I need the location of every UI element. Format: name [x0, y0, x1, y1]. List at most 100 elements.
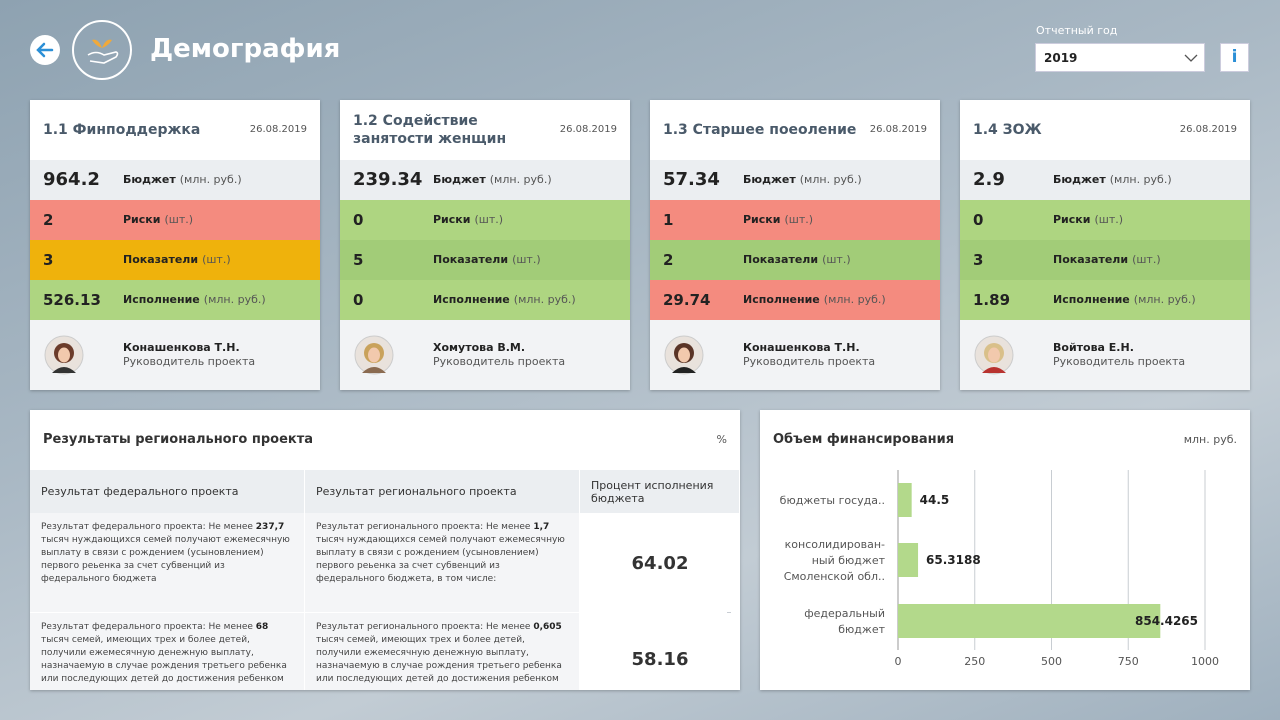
metric-label: Показатели (шт.): [433, 240, 541, 280]
card-date: 26.08.2019: [869, 124, 927, 135]
metric-name: Риски: [1053, 213, 1091, 226]
metric-unit: (млн. руб.): [1109, 173, 1172, 186]
result-text: Результат регионального проекта: Не мене…: [305, 613, 579, 690]
card-date: 26.08.2019: [559, 124, 617, 135]
result-figure: 0,605: [533, 622, 562, 632]
value-label: 854.4265: [1135, 614, 1198, 628]
metric-label: Исполнение (млн. руб.): [743, 280, 886, 320]
section-logo: [72, 20, 132, 80]
metric-unit: (млн. руб.): [179, 173, 242, 186]
metric-value: 2.9: [973, 169, 1005, 190]
result-figure: 1,7: [533, 522, 550, 532]
metric-label: Исполнение (млн. руб.): [1053, 280, 1196, 320]
result-text-part: Результат федерального проекта: Не менее: [41, 622, 256, 632]
metric-label: Бюджет (млн. руб.): [433, 160, 552, 200]
x-tick-label: 500: [1041, 655, 1062, 668]
metric-value: 1.89: [973, 291, 1011, 309]
card-title: 1.3 Старшее поеоление: [663, 122, 857, 138]
x-tick-label: 250: [964, 655, 985, 668]
year-select[interactable]: 2019: [1035, 43, 1205, 72]
column-header: Результат федерального проекта: [30, 470, 305, 513]
metric-name: Исполнение: [1053, 293, 1130, 306]
metric-name: Показатели: [433, 253, 509, 266]
chart-title: Объем финансирования: [773, 432, 955, 447]
metric-value: 3: [43, 251, 54, 269]
person: Хомутова В.М. Руководитель проекта: [340, 320, 630, 390]
metric-label: Бюджет (млн. руб.): [123, 160, 242, 200]
metric-row: 2 Показатели (шт.): [650, 240, 940, 280]
results-unit: %: [716, 433, 727, 446]
result-text-part: Результат федерального проекта: Не менее: [41, 522, 256, 532]
avatar: [354, 335, 394, 375]
metric-name: Риски: [433, 213, 471, 226]
y-tick-label: федеральный бюджет: [804, 607, 885, 636]
metric-label: Показатели (шт.): [123, 240, 231, 280]
metric-value: 29.74: [663, 291, 711, 309]
result-text: Результат федерального проекта: Не менее…: [30, 513, 304, 612]
metric-unit: (шт.): [1094, 213, 1124, 226]
metric-row: 2 Риски (шт.): [30, 200, 320, 240]
metric-row: 0 Риски (шт.): [340, 200, 630, 240]
chart-unit: млн. руб.: [1183, 433, 1237, 446]
metric-value: 964.2: [43, 169, 100, 190]
metric-name: Показатели: [743, 253, 819, 266]
result-value: 58.16: [631, 649, 689, 670]
value-label: 65.3188: [926, 553, 981, 567]
funding-panel: Объем финансирования млн. руб.: [760, 410, 1250, 690]
person-name: Конашенкова Т.Н.: [123, 341, 240, 354]
back-button[interactable]: [30, 35, 60, 65]
result-cell: [580, 513, 740, 612]
metric-name: Показатели: [1053, 253, 1129, 266]
project-card: 1.1 Финподдержка 26.08.2019 964.2 Бюджет (мл…: [30, 100, 320, 390]
metric-row: 3 Показатели (шт.): [960, 240, 1250, 280]
result-text-part: тысяч нуждающихся семей получают ежемеся…: [41, 535, 290, 584]
column-header: Процент исполнения бюджета: [580, 470, 740, 513]
card-header: 1.4 ЗОЖ 26.08.2019: [960, 100, 1250, 160]
column-header: Результат регионального проекта: [305, 470, 580, 513]
metric-row: 2.9 Бюджет (млн. руб.): [960, 160, 1250, 200]
metric-name: Показатели: [123, 253, 199, 266]
results-title: Результаты регионального проекта: [43, 432, 314, 447]
person: Конашенкова Т.Н. Руководитель проекта: [650, 320, 940, 390]
metric-label: Исполнение (млн. руб.): [433, 280, 576, 320]
metric-row: 239.34 Бюджет (млн. руб.): [340, 160, 630, 200]
info-button[interactable]: i: [1220, 43, 1249, 72]
bar: [898, 604, 1161, 638]
x-tick-label: 750: [1118, 655, 1139, 668]
metric-unit: (млн. руб.): [489, 173, 552, 186]
metric-name: Бюджет: [433, 173, 486, 186]
person-role: Руководитель проекта: [743, 355, 876, 368]
metric-row: 964.2 Бюджет (млн. руб.): [30, 160, 320, 200]
result-figure: 68: [255, 622, 269, 632]
metric-row: 3 Показатели (шт.): [30, 240, 320, 280]
page-title: Демография: [150, 34, 341, 64]
metric-label: Показатели (шт.): [743, 240, 851, 280]
metric-unit: (млн. руб.): [513, 293, 576, 306]
card-title: 1.2 Содействие занятости женщин: [353, 113, 507, 147]
metric-name: Бюджет: [1053, 173, 1106, 186]
result-text: Результат регионального проекта: Не мене…: [305, 513, 579, 612]
person-name: Конашенкова Т.Н.: [743, 341, 860, 354]
metric-unit: (млн. руб.): [203, 293, 266, 306]
metric-row: 526.13 Исполнение (млн. руб.): [30, 280, 320, 320]
year-label: Отчетный год: [1036, 24, 1118, 37]
metric-value: 526.13: [43, 291, 101, 309]
metric-label: Риски (шт.): [743, 200, 813, 240]
card-header: 1.2 Содействие занятости женщин 26.08.201…: [340, 100, 630, 160]
x-tick-label: 0: [895, 655, 902, 668]
metric-row: 5 Показатели (шт.): [340, 240, 630, 280]
result-text-part: тысяч семей, имеющих трех и более детей,…: [316, 635, 562, 684]
metric-name: Риски: [743, 213, 781, 226]
metric-unit: (шт.): [474, 213, 504, 226]
person-name: Хомутова В.М.: [433, 341, 526, 354]
card-title: 1.4 ЗОЖ: [973, 122, 1042, 138]
metric-value: 2: [663, 251, 674, 269]
result-cell: [580, 613, 740, 690]
metric-value: 1: [663, 211, 674, 229]
metric-value: 239.34: [353, 169, 423, 190]
metric-label: Риски (шт.): [433, 200, 503, 240]
metric-value: 3: [973, 251, 984, 269]
